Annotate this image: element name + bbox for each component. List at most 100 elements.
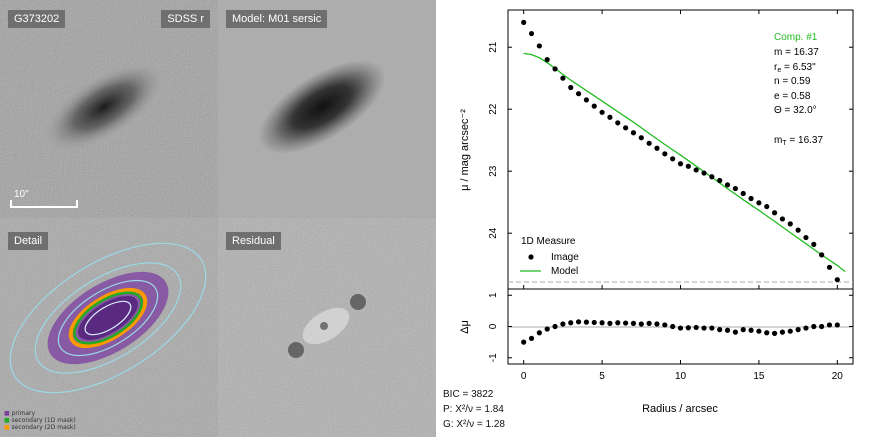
- residual-data-point: [552, 323, 558, 330]
- residual-data-point: [795, 327, 801, 333]
- y-tick-label: 24: [488, 227, 499, 239]
- residual-y-tick-label: 1: [488, 292, 499, 298]
- image-data-point: [740, 190, 746, 197]
- image-data-point: [615, 120, 621, 126]
- residual-data-point: [732, 329, 738, 335]
- fit-ellipticity: e = 0.58: [774, 91, 811, 102]
- model-image: [218, 0, 436, 218]
- residual-y-tick-label: 0: [488, 323, 499, 329]
- image-data-point: [764, 203, 770, 210]
- residual-data-point: [638, 321, 644, 327]
- image-data-point: [834, 277, 840, 283]
- image-data-point: [795, 227, 801, 233]
- image-data-point: [560, 75, 566, 81]
- main-plot-frame: [507, 9, 854, 290]
- image-data-point: [717, 177, 723, 184]
- image-data-point: [724, 182, 731, 188]
- legend-image-label: Image: [551, 252, 579, 263]
- residual-data-point: [528, 335, 535, 341]
- image-data-point: [748, 195, 754, 202]
- detail-image-panel: Detail ■ primary ■ secondary (1D mask) ■…: [0, 218, 218, 437]
- image-data-point: [779, 216, 786, 222]
- image-data-point: [732, 185, 738, 192]
- legend-image-marker: [528, 254, 534, 260]
- residual-data-point: [521, 339, 527, 345]
- residual-data-point: [771, 330, 778, 336]
- image-data-point: [591, 103, 597, 109]
- image-data-point: [670, 156, 676, 162]
- residual-y-tick-label: -1: [488, 353, 499, 362]
- fit-position-angle: Θ = 32.0°: [774, 105, 817, 116]
- residual-data-point: [787, 328, 793, 334]
- image-data-point: [544, 57, 550, 63]
- image-data-point: [654, 145, 660, 151]
- image-data-point: [638, 135, 644, 141]
- model-image-panel: Model: M01 sersic: [218, 0, 436, 218]
- y-tick-label: 23: [488, 165, 499, 177]
- residual-data-point: [623, 320, 629, 326]
- image-data-point: [607, 114, 613, 120]
- image-data-point: [646, 140, 652, 146]
- x-tick-label: 20: [832, 371, 844, 382]
- residual-data-point: [544, 326, 550, 332]
- image-data-point: [693, 167, 699, 173]
- residual-data-point: [685, 325, 691, 331]
- residual-data-point: [764, 330, 770, 336]
- legend-title: 1D Measure: [521, 236, 576, 247]
- detail-image: [0, 218, 218, 437]
- mask-legend-2d: ■ secondary (2D mask): [4, 424, 76, 431]
- residual-image: [218, 218, 436, 437]
- galaxy-id-label: G373202: [8, 10, 66, 28]
- p-chi2-stat: P: X²/ν = 1.84: [443, 404, 504, 415]
- x-tick-label: 0: [521, 371, 527, 382]
- mask-legend-1d: ■ secondary (1D mask): [4, 417, 76, 424]
- residual-data-point: [654, 321, 660, 327]
- residual-data-point: [819, 323, 825, 330]
- legend-model-label: Model: [551, 266, 578, 277]
- image-data-point: [575, 91, 582, 97]
- residual-plot-frame: [507, 288, 854, 365]
- image-data-point: [552, 66, 558, 72]
- scale-label: 10": [14, 189, 29, 200]
- model-profile-line: [523, 52, 846, 273]
- x-axis-label: Radius / arcsec: [642, 403, 718, 415]
- residual-data-point: [709, 325, 715, 331]
- residual-data-point: [779, 329, 786, 335]
- residual-y-axis-label: Δμ: [459, 320, 471, 334]
- band-label: SDSS r: [161, 10, 210, 28]
- scale-bar: [10, 200, 78, 208]
- residual-data-point: [811, 323, 817, 330]
- residual-data-point: [591, 319, 597, 326]
- image-data-point: [583, 97, 590, 103]
- residual-data-point: [756, 328, 762, 334]
- fit-total-magnitude: mT = 16.37: [774, 135, 823, 147]
- x-tick-label: 10: [675, 371, 687, 382]
- y-axis-label: μ / mag arcsec⁻²: [459, 109, 471, 191]
- residual-data-point: [677, 325, 684, 331]
- image-data-point: [803, 234, 809, 241]
- x-tick-label: 5: [599, 371, 605, 382]
- image-data-point: [826, 264, 833, 270]
- mask-legend-primary: ■ primary: [4, 410, 36, 417]
- y-tick-label: 22: [488, 103, 499, 115]
- image-data-point: [819, 252, 825, 258]
- residual-data-point: [826, 322, 833, 328]
- image-data-point: [756, 200, 762, 206]
- residual-data-point: [670, 323, 676, 330]
- residual-data-point: [575, 319, 582, 325]
- bic-stat: BIC = 3822: [443, 389, 494, 400]
- residual-data-point: [724, 327, 731, 333]
- sdss-image: [0, 0, 218, 218]
- residual-data-point: [701, 325, 707, 331]
- residual-data-point: [536, 330, 542, 336]
- image-data-point: [599, 109, 605, 115]
- image-data-point: [685, 163, 691, 169]
- residual-data-point: [740, 327, 746, 333]
- image-data-point: [677, 161, 684, 167]
- residual-data-point: [834, 322, 840, 328]
- residual-data-point: [803, 325, 809, 331]
- image-data-point: [536, 43, 542, 49]
- model-label: Model: M01 sersic: [226, 10, 328, 28]
- fit-sersic-index: n = 0.59: [774, 76, 811, 87]
- residual-data-point: [560, 321, 566, 327]
